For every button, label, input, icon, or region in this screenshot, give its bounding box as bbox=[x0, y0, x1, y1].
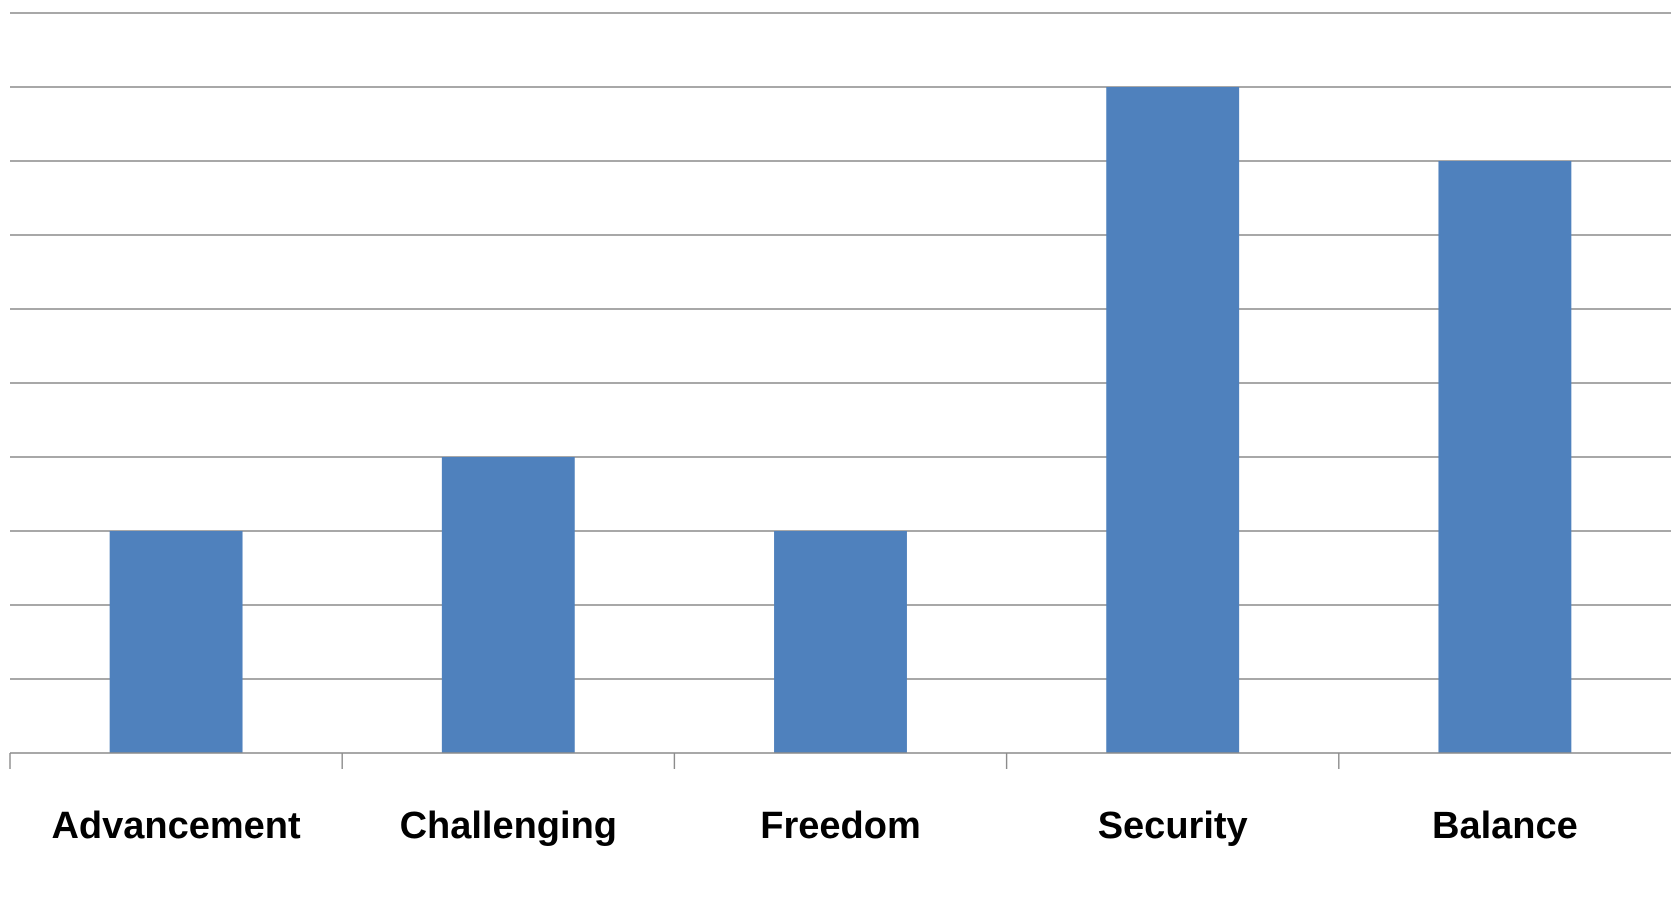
bar-freedom bbox=[774, 531, 907, 753]
bar-advancement bbox=[109, 531, 243, 753]
gridlines bbox=[10, 12, 1671, 680]
x-tick-label: Challenging bbox=[400, 805, 617, 847]
bar-balance bbox=[1438, 161, 1572, 753]
bars bbox=[109, 87, 1572, 753]
x-tick-label: Balance bbox=[1432, 805, 1578, 847]
x-tick-label: Security bbox=[1098, 805, 1248, 847]
x-axis-labels: Advancement Challenging Freedom Security Bal… bbox=[51, 805, 1577, 847]
x-axis bbox=[9, 752, 1671, 769]
x-tick-label: Freedom bbox=[760, 805, 920, 847]
bar-challenging bbox=[441, 457, 575, 753]
bar-security bbox=[1106, 87, 1240, 753]
x-tick-label: Advancement bbox=[51, 805, 301, 847]
